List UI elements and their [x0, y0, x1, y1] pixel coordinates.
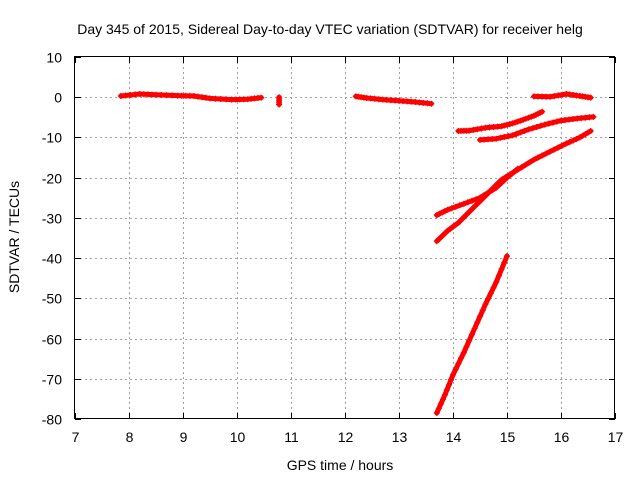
series-group: [118, 91, 597, 416]
y-tick-labels: 10 0 -10 -20 -30 -40 -50 -60 -70 -80: [42, 50, 62, 428]
x-axis-label: GPS time / hours: [287, 457, 394, 473]
y-tick-label: 10: [46, 50, 62, 66]
x-tick-label: 10: [230, 429, 246, 445]
x-tick-label: 8: [126, 429, 134, 445]
y-tick-label: -80: [42, 412, 62, 428]
y-tick-label: -20: [42, 171, 62, 187]
x-tick-label: 12: [338, 429, 354, 445]
series-line: [437, 131, 591, 241]
grid-lines: [75, 57, 615, 419]
series-arc-9: [434, 253, 510, 416]
y-tick-label: -50: [42, 291, 62, 307]
x-tick-label: 7: [72, 429, 80, 445]
chart-title: Day 345 of 2015, Sidereal Day-to-day VTE…: [77, 21, 583, 37]
x-tick-label: 9: [180, 429, 188, 445]
x-tick-label: 16: [554, 429, 570, 445]
y-tick-label: -30: [42, 211, 62, 227]
y-tick-label: -40: [42, 251, 62, 267]
y-tick-label: -60: [42, 332, 62, 348]
plot-frame: [75, 57, 615, 419]
series-arc-1: [118, 91, 264, 103]
x-tick-label: 17: [608, 429, 624, 445]
y-tick-label: -70: [42, 372, 62, 388]
y-axis-label: SDTVAR / TECUs: [6, 181, 22, 293]
series-arc-8: [434, 128, 594, 244]
chart-root: Day 345 of 2015, Sidereal Day-to-day VTE…: [0, 0, 640, 480]
y-tick-label: -10: [42, 130, 62, 146]
x-tick-label: 11: [284, 429, 299, 445]
series-arc-6: [531, 91, 594, 101]
y-tick-label: 0: [54, 90, 62, 106]
x-tick-label: 14: [446, 429, 462, 445]
series-arc-3: [353, 93, 435, 106]
chart-svg: Day 345 of 2015, Sidereal Day-to-day VTE…: [0, 0, 640, 480]
x-tick-label: 13: [392, 429, 408, 445]
x-tick-labels: 7 8 9 10 11 12 13 14 15 16 17: [72, 429, 624, 445]
series-arc-2: [276, 94, 282, 107]
x-tick-label: 15: [500, 429, 516, 445]
